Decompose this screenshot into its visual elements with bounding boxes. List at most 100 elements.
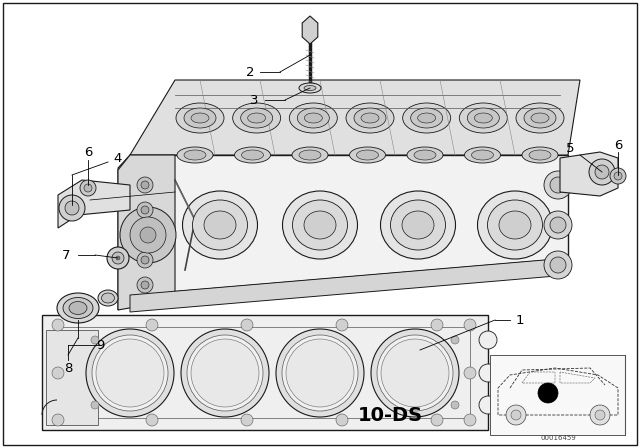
- Circle shape: [107, 247, 129, 269]
- Ellipse shape: [57, 293, 99, 323]
- Ellipse shape: [276, 329, 364, 417]
- Circle shape: [550, 177, 566, 193]
- Ellipse shape: [418, 113, 436, 123]
- Ellipse shape: [241, 108, 273, 128]
- Circle shape: [464, 319, 476, 331]
- Ellipse shape: [187, 335, 263, 411]
- Circle shape: [141, 281, 149, 289]
- Ellipse shape: [460, 103, 508, 133]
- Ellipse shape: [529, 150, 551, 160]
- Bar: [46, 330, 98, 425]
- Ellipse shape: [472, 150, 493, 160]
- Circle shape: [241, 319, 253, 331]
- Ellipse shape: [241, 150, 264, 160]
- Circle shape: [52, 414, 64, 426]
- Circle shape: [141, 256, 149, 264]
- Bar: [60, 327, 470, 418]
- Circle shape: [614, 172, 622, 180]
- Ellipse shape: [354, 108, 386, 128]
- Ellipse shape: [349, 147, 385, 163]
- Circle shape: [544, 251, 572, 279]
- Circle shape: [610, 168, 626, 184]
- Ellipse shape: [305, 113, 323, 123]
- Ellipse shape: [289, 103, 337, 133]
- Text: 2: 2: [246, 65, 254, 78]
- Circle shape: [544, 171, 572, 199]
- Ellipse shape: [96, 339, 164, 407]
- Ellipse shape: [411, 108, 443, 128]
- Polygon shape: [130, 258, 568, 312]
- Ellipse shape: [361, 113, 379, 123]
- Circle shape: [52, 367, 64, 379]
- Circle shape: [130, 217, 166, 253]
- Ellipse shape: [191, 339, 259, 407]
- Circle shape: [141, 206, 149, 214]
- Circle shape: [479, 364, 497, 382]
- Circle shape: [336, 319, 348, 331]
- Ellipse shape: [516, 103, 564, 133]
- Circle shape: [80, 180, 96, 196]
- Circle shape: [91, 336, 99, 344]
- Ellipse shape: [282, 191, 358, 259]
- Ellipse shape: [499, 211, 531, 239]
- Ellipse shape: [467, 108, 499, 128]
- Ellipse shape: [102, 293, 115, 303]
- Circle shape: [120, 207, 176, 263]
- Circle shape: [146, 414, 158, 426]
- Ellipse shape: [531, 113, 549, 123]
- Ellipse shape: [465, 147, 500, 163]
- Circle shape: [506, 405, 526, 425]
- Ellipse shape: [233, 103, 281, 133]
- Text: 5: 5: [566, 142, 574, 155]
- Ellipse shape: [298, 108, 330, 128]
- Circle shape: [112, 252, 124, 264]
- Ellipse shape: [377, 335, 453, 411]
- Ellipse shape: [477, 191, 552, 259]
- Circle shape: [538, 383, 558, 403]
- Ellipse shape: [403, 103, 451, 133]
- Text: 00016459: 00016459: [540, 435, 576, 441]
- Circle shape: [511, 410, 521, 420]
- Bar: [490, 355, 625, 435]
- Bar: [42, 315, 488, 430]
- Ellipse shape: [522, 147, 558, 163]
- Ellipse shape: [181, 329, 269, 417]
- Ellipse shape: [381, 191, 456, 259]
- Ellipse shape: [304, 86, 316, 90]
- Circle shape: [550, 257, 566, 273]
- Ellipse shape: [304, 211, 336, 239]
- Ellipse shape: [292, 200, 348, 250]
- Polygon shape: [58, 180, 130, 228]
- Circle shape: [451, 336, 459, 344]
- Ellipse shape: [371, 329, 459, 417]
- Ellipse shape: [299, 150, 321, 160]
- Ellipse shape: [474, 113, 492, 123]
- Text: 7: 7: [61, 249, 70, 262]
- Circle shape: [336, 414, 348, 426]
- Circle shape: [590, 405, 610, 425]
- Polygon shape: [118, 155, 130, 310]
- Text: 10-DS: 10-DS: [357, 405, 422, 425]
- Ellipse shape: [92, 335, 168, 411]
- Ellipse shape: [182, 191, 257, 259]
- Ellipse shape: [488, 200, 543, 250]
- Ellipse shape: [234, 147, 271, 163]
- Circle shape: [479, 396, 497, 414]
- Ellipse shape: [98, 290, 118, 306]
- Circle shape: [140, 227, 156, 243]
- Text: 4: 4: [114, 151, 122, 164]
- Ellipse shape: [176, 103, 224, 133]
- Circle shape: [431, 414, 443, 426]
- Ellipse shape: [177, 147, 213, 163]
- Circle shape: [137, 252, 153, 268]
- Circle shape: [595, 165, 609, 179]
- Circle shape: [141, 181, 149, 189]
- Ellipse shape: [299, 83, 321, 93]
- Circle shape: [550, 217, 566, 233]
- Circle shape: [65, 201, 79, 215]
- Circle shape: [464, 414, 476, 426]
- Circle shape: [52, 319, 64, 331]
- Ellipse shape: [86, 329, 174, 417]
- Circle shape: [59, 195, 85, 221]
- Circle shape: [589, 159, 615, 185]
